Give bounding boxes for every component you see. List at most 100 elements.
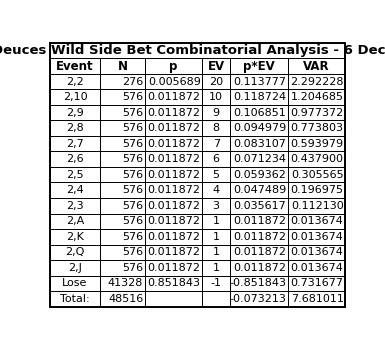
Text: 0.437900: 0.437900 <box>291 154 343 164</box>
Bar <box>202 291 230 307</box>
Text: 0.851843: 0.851843 <box>148 278 201 288</box>
Text: 0.011872: 0.011872 <box>148 139 201 149</box>
Text: N: N <box>118 60 128 73</box>
Text: 0.305565: 0.305565 <box>291 170 343 180</box>
Text: 10: 10 <box>209 92 223 102</box>
Bar <box>50 229 100 245</box>
Bar <box>50 43 345 58</box>
Bar <box>145 136 202 152</box>
Text: 0.011872: 0.011872 <box>233 216 286 226</box>
Text: 0.035617: 0.035617 <box>233 201 286 211</box>
Bar <box>288 198 345 213</box>
Bar <box>288 58 345 74</box>
Text: 2,4: 2,4 <box>66 185 84 195</box>
Bar <box>288 182 345 198</box>
Bar <box>50 213 100 229</box>
Text: Total:: Total: <box>60 294 90 304</box>
Text: 0.047489: 0.047489 <box>233 185 286 195</box>
Bar <box>50 245 100 260</box>
Bar <box>230 120 288 136</box>
Text: 0.059362: 0.059362 <box>233 170 286 180</box>
Text: 1.204685: 1.204685 <box>291 92 343 102</box>
Bar <box>230 182 288 198</box>
Text: 3: 3 <box>213 201 220 211</box>
Text: 0.083107: 0.083107 <box>233 139 286 149</box>
Bar <box>288 120 345 136</box>
Bar <box>230 198 288 213</box>
Text: 0.113777: 0.113777 <box>233 77 286 86</box>
Text: 2,A: 2,A <box>66 216 84 226</box>
Bar <box>145 58 202 74</box>
Text: 9: 9 <box>213 108 220 118</box>
Text: 6: 6 <box>213 154 220 164</box>
Text: VAR: VAR <box>303 60 330 73</box>
Bar <box>202 58 230 74</box>
Bar <box>145 167 202 182</box>
Bar <box>50 105 100 120</box>
Text: 576: 576 <box>122 216 143 226</box>
Text: 0.196975: 0.196975 <box>291 185 343 195</box>
Bar <box>202 136 230 152</box>
Bar <box>288 275 345 291</box>
Bar <box>288 291 345 307</box>
Bar <box>100 120 145 136</box>
Text: 576: 576 <box>122 247 143 257</box>
Bar <box>202 260 230 275</box>
Bar <box>100 58 145 74</box>
Bar <box>202 229 230 245</box>
Bar <box>50 291 100 307</box>
Bar <box>230 58 288 74</box>
Text: 2,6: 2,6 <box>66 154 84 164</box>
Bar <box>100 74 145 89</box>
Bar <box>100 167 145 182</box>
Text: 0.011872: 0.011872 <box>148 108 201 118</box>
Text: 0.011872: 0.011872 <box>233 247 286 257</box>
Text: 0.011872: 0.011872 <box>148 123 201 133</box>
Bar <box>230 152 288 167</box>
Bar <box>145 245 202 260</box>
Bar <box>50 89 100 105</box>
Bar <box>50 58 100 74</box>
Bar <box>100 152 145 167</box>
Bar <box>100 229 145 245</box>
Bar <box>50 74 100 89</box>
Bar <box>230 136 288 152</box>
Text: p*EV: p*EV <box>243 60 275 73</box>
Text: 0.593979: 0.593979 <box>290 139 343 149</box>
Bar <box>100 105 145 120</box>
Bar <box>230 89 288 105</box>
Bar <box>288 260 345 275</box>
Bar <box>230 213 288 229</box>
Text: 2,5: 2,5 <box>66 170 84 180</box>
Bar <box>50 198 100 213</box>
Bar <box>230 74 288 89</box>
Text: 4: 4 <box>213 185 220 195</box>
Bar <box>145 229 202 245</box>
Bar <box>288 74 345 89</box>
Text: 0.118724: 0.118724 <box>233 92 286 102</box>
Text: 576: 576 <box>122 123 143 133</box>
Text: 0.013674: 0.013674 <box>291 247 343 257</box>
Text: EV: EV <box>208 60 225 73</box>
Text: 0.005689: 0.005689 <box>148 77 201 86</box>
Text: 2,2: 2,2 <box>66 77 84 86</box>
Text: 576: 576 <box>122 154 143 164</box>
Text: 576: 576 <box>122 108 143 118</box>
Bar <box>202 213 230 229</box>
Bar <box>202 152 230 167</box>
Bar <box>50 152 100 167</box>
Bar <box>230 105 288 120</box>
Text: 0.011872: 0.011872 <box>233 263 286 273</box>
Text: 0.011872: 0.011872 <box>148 216 201 226</box>
Bar <box>100 182 145 198</box>
Bar <box>288 136 345 152</box>
Text: 576: 576 <box>122 170 143 180</box>
Bar <box>50 275 100 291</box>
Text: 0.106851: 0.106851 <box>233 108 286 118</box>
Text: -0.851843: -0.851843 <box>229 278 286 288</box>
Bar <box>100 198 145 213</box>
Bar <box>202 105 230 120</box>
Text: 576: 576 <box>122 201 143 211</box>
Bar <box>288 152 345 167</box>
Text: 0.013674: 0.013674 <box>291 232 343 242</box>
